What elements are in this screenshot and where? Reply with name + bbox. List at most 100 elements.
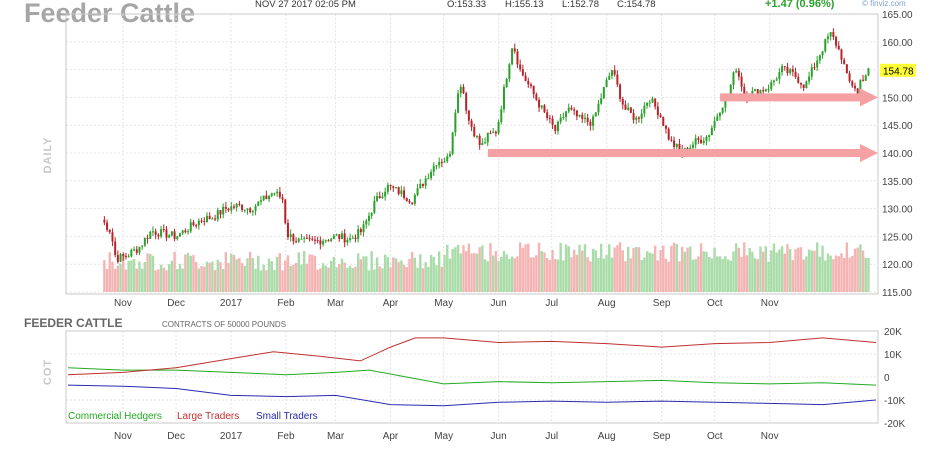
volume-bar <box>173 251 176 292</box>
volume-bar <box>597 258 600 292</box>
volume-bar <box>775 252 778 292</box>
candle-body <box>157 234 160 237</box>
candle-body <box>365 220 368 225</box>
candle-body <box>675 143 678 147</box>
candle-body <box>160 229 163 237</box>
volume-bar <box>572 249 576 292</box>
volume-bar <box>176 268 179 292</box>
volume-bar <box>745 255 749 292</box>
candle-body <box>122 254 125 256</box>
volume-bar <box>635 247 638 292</box>
candle-body <box>111 232 114 242</box>
candle-body <box>635 117 638 120</box>
volume-bar <box>761 251 765 292</box>
volume-bar <box>424 262 427 292</box>
volume-bar <box>527 243 530 292</box>
volume-bar <box>351 268 354 292</box>
volume-bar <box>810 250 813 292</box>
candle-body <box>373 200 376 213</box>
volume-bar <box>213 270 217 292</box>
candle-body <box>173 231 176 239</box>
candle-body <box>767 89 770 91</box>
volume-bar <box>289 266 292 292</box>
candle-body <box>327 240 330 242</box>
volume-bar <box>548 260 552 292</box>
volume-bar <box>270 261 273 292</box>
candle-body <box>764 89 767 92</box>
candle-body <box>843 59 846 65</box>
candle-body <box>724 96 727 108</box>
cot-line-small-traders <box>67 384 877 407</box>
candle-body <box>624 104 627 110</box>
candle-body <box>205 215 208 223</box>
candle-body <box>659 115 662 118</box>
cot-x-tick: Nov <box>114 431 132 442</box>
price-y-tick: 135.00 <box>882 177 913 188</box>
candle-body <box>381 196 384 199</box>
volume-bar <box>513 258 516 292</box>
volume-bar <box>208 262 211 292</box>
price-x-tick: 2017 <box>220 298 243 309</box>
candle-body <box>151 231 154 233</box>
candle-body <box>516 51 519 65</box>
volume-bar <box>194 262 198 292</box>
cot-x-tick: Sep <box>653 431 671 442</box>
header-low: L:152.78 <box>562 0 599 10</box>
volume-bar <box>140 268 144 292</box>
candle-body <box>297 238 300 242</box>
candle-body <box>138 246 141 253</box>
candle-body <box>467 110 470 121</box>
volume-bar <box>815 242 819 292</box>
candle-body <box>648 102 651 104</box>
candle-body <box>664 125 667 129</box>
candle-body <box>829 32 832 37</box>
cot-x-axis: Nov Dec 2017 Feb Mar Apr May Jun Jul Aug Sep Oct Nov <box>114 431 779 442</box>
volume-bar <box>313 255 317 292</box>
candle-body <box>500 109 503 123</box>
candle-body <box>403 190 406 199</box>
candle-body <box>394 187 397 189</box>
volume-bar <box>397 262 400 292</box>
volume-bar <box>643 257 646 292</box>
candle-body <box>106 222 109 230</box>
volume-bar <box>532 257 535 292</box>
volume-bar <box>246 258 249 292</box>
volume-bar <box>227 262 230 292</box>
volume-bar <box>111 261 114 292</box>
volume-bar <box>221 268 225 292</box>
volume-bar <box>413 257 417 292</box>
candle-body <box>729 84 732 94</box>
volume-bar <box>581 250 584 292</box>
volume-bar <box>211 261 214 292</box>
candle-body <box>859 79 862 95</box>
candle-body <box>235 203 238 208</box>
candle-body <box>438 162 441 166</box>
candle-body <box>232 206 235 208</box>
candle-body <box>543 105 546 113</box>
last-price-value: 154.78 <box>883 66 914 77</box>
volume-bar <box>159 264 163 292</box>
cot-panel-frame <box>65 330 879 424</box>
candle-body <box>643 105 646 114</box>
volume-bar <box>691 259 695 292</box>
candle-body <box>821 51 824 56</box>
volume-bar <box>637 247 641 292</box>
candle-body <box>141 245 144 247</box>
volume-bar <box>718 256 722 292</box>
candle-body <box>359 229 362 233</box>
volume-bar <box>464 251 468 292</box>
candle-body <box>605 79 608 88</box>
volume-bar <box>845 242 849 292</box>
volume-bar <box>859 244 862 292</box>
volume-bar <box>556 259 560 292</box>
volume-bar <box>335 267 338 292</box>
volume-bar <box>797 247 800 292</box>
volume-bar <box>416 267 419 292</box>
candle-body <box>824 39 827 52</box>
volume-bar <box>667 261 670 292</box>
candle-body <box>562 117 565 119</box>
candle-body <box>462 86 465 94</box>
volume-bar <box>559 242 562 292</box>
volume-bar <box>130 260 133 292</box>
volume-bar <box>662 245 665 292</box>
